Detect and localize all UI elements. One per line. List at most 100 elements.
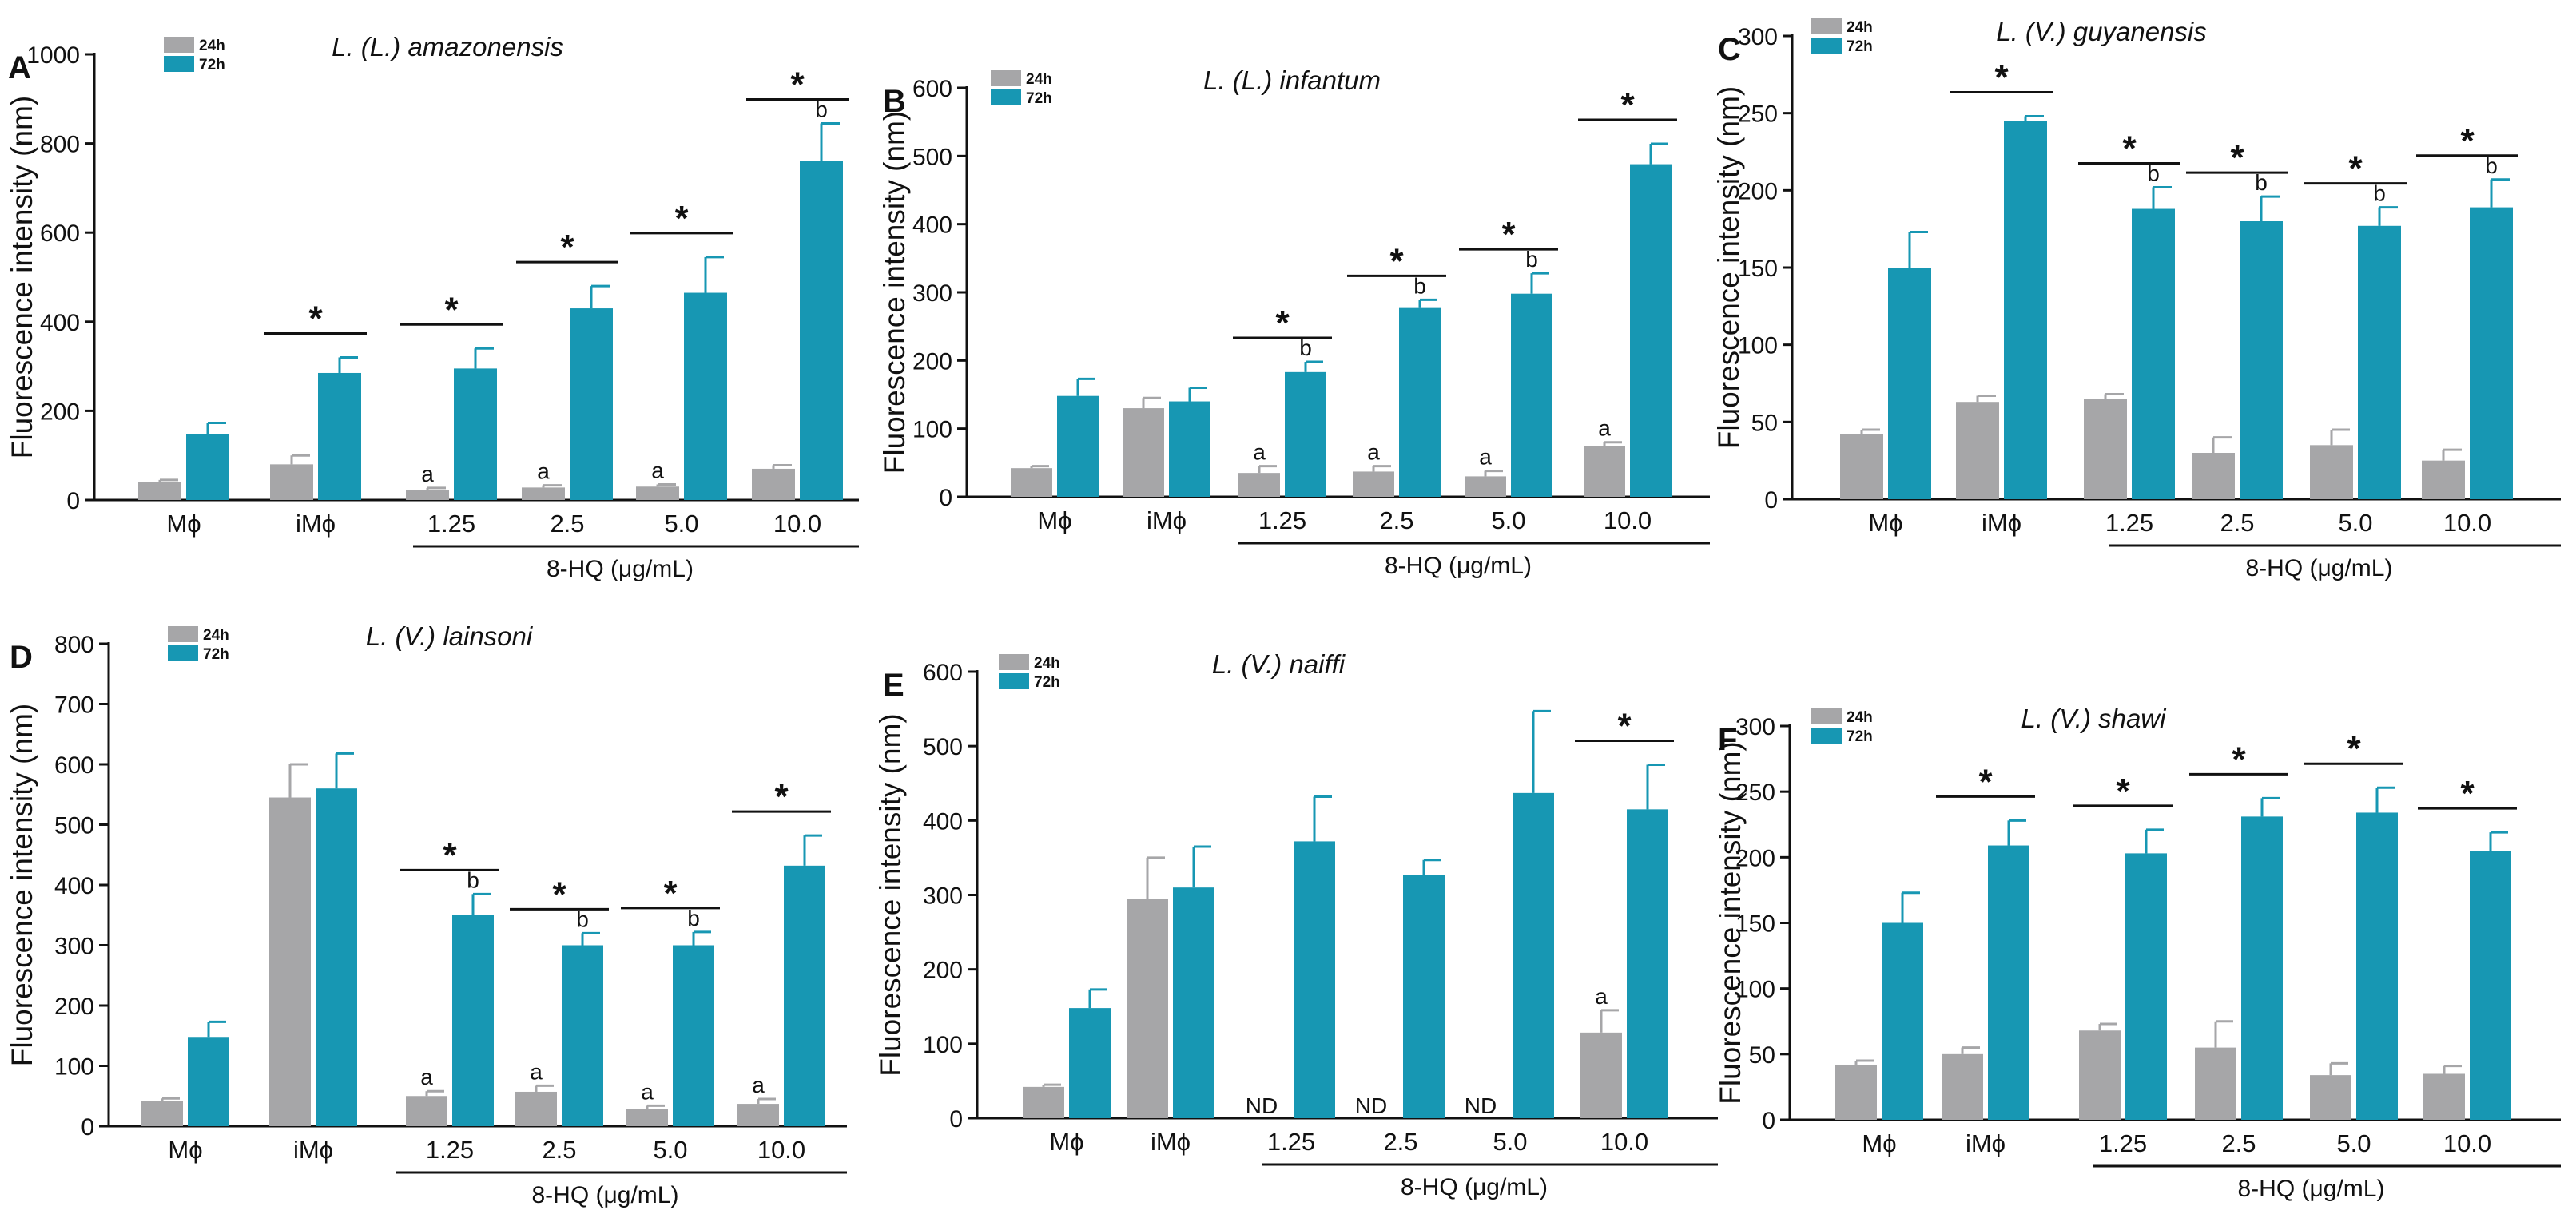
- y-tick-label: 150: [1738, 256, 1778, 282]
- bar-72h-3: [570, 308, 613, 500]
- bar-72h-4: [673, 945, 714, 1126]
- annotation-24h-3: a: [1367, 440, 1380, 465]
- significance-star: *: [2347, 729, 2361, 768]
- y-tick-label: 100: [1735, 977, 1775, 1003]
- bar-72h-2: [2125, 853, 2167, 1120]
- bar-72h-2: [454, 368, 497, 500]
- x-tick-label: Mϕ: [1037, 506, 1071, 534]
- y-tick-label: 800: [54, 632, 94, 658]
- chart-title: L. (V.) naiffi: [1212, 649, 1346, 679]
- legend-swatch-24h: [999, 654, 1029, 670]
- legend-swatch-72h: [164, 56, 194, 72]
- y-axis-label: Fluorescence intensity (nm): [1714, 741, 1747, 1104]
- bar-24h-4: [2310, 445, 2353, 499]
- legend-label-24h: 24h: [1034, 655, 1060, 672]
- significance-star: *: [1994, 58, 2009, 97]
- x-tick-label: Mϕ: [166, 510, 201, 538]
- x-tick-label: 5.0: [1493, 1128, 1527, 1156]
- x-tick-label: 1.25: [2105, 509, 2153, 537]
- y-tick-label: 150: [1735, 911, 1775, 938]
- bar-24h-2: [406, 1096, 447, 1126]
- y-axis-label: Fluorescence intensity (nm): [878, 111, 911, 474]
- x-tick-label: 5.0: [664, 510, 698, 538]
- x-tick-label: 5.0: [653, 1136, 687, 1164]
- legend-swatch-72h: [1811, 728, 1842, 744]
- bar-24h-2: [406, 490, 449, 500]
- annotation-72h-4: b: [687, 906, 700, 930]
- bar-24h-1: [1127, 899, 1168, 1118]
- x-tick-label: Mϕ: [1049, 1128, 1083, 1156]
- legend-swatch-72h: [1811, 38, 1842, 54]
- legend-label-24h: 24h: [203, 627, 229, 644]
- bar-72h-2: [452, 915, 494, 1126]
- y-tick-label: 200: [912, 348, 952, 375]
- x-tick-label: 10.0: [2443, 509, 2491, 537]
- chart-title: L. (V.) shawi: [2021, 704, 2168, 733]
- x-tick-label: iMϕ: [293, 1136, 333, 1164]
- annotation-24h-2: a: [420, 1065, 433, 1089]
- y-tick-label: 0: [949, 1106, 963, 1133]
- bar-72h-5: [2470, 851, 2511, 1120]
- bar-72h-4: [684, 292, 727, 500]
- y-tick-label: 600: [912, 76, 952, 102]
- x-tick-label: 2.5: [2221, 1129, 2256, 1157]
- x-tick-label: iMϕ: [1966, 1129, 2006, 1157]
- x-tick-label: 2.5: [550, 510, 584, 538]
- annotation-72h-5: b: [2485, 153, 2498, 178]
- y-tick-label: 300: [912, 280, 952, 307]
- x-tick-label: 10.0: [757, 1136, 805, 1164]
- x-tick-label: 1.25: [427, 510, 475, 538]
- y-tick-label: 300: [1735, 714, 1775, 740]
- annotation-24h-4: a: [1479, 445, 1492, 470]
- y-tick-label: 0: [66, 488, 80, 514]
- y-axis-label: Fluorescence intensity (nm): [6, 704, 38, 1066]
- bar-72h-1: [1988, 845, 2029, 1120]
- x-axis-group-label: 8-HQ (μg/mL): [2246, 555, 2393, 581]
- y-tick-label: 100: [923, 1032, 963, 1058]
- x-tick-label: 10.0: [773, 510, 821, 538]
- y-tick-label: 200: [1738, 178, 1778, 204]
- significance-star: *: [308, 299, 323, 338]
- y-tick-label: 800: [40, 132, 80, 158]
- bar-72h-4: [1511, 293, 1552, 497]
- significance-star: *: [443, 835, 457, 875]
- y-tick-label: 100: [912, 417, 952, 443]
- legend-label-72h: 72h: [1034, 674, 1060, 691]
- bar-72h-0: [186, 434, 229, 500]
- x-tick-label: 2.5: [2220, 509, 2254, 537]
- y-tick-label: 500: [54, 813, 94, 839]
- bar-24h-4: [1465, 476, 1506, 497]
- bar-72h-0: [1882, 922, 1923, 1120]
- panel-c: C L. (V.) guyanensis Fluorescence intensit…: [1712, 17, 2561, 581]
- x-tick-label: 10.0: [1604, 506, 1652, 534]
- significance-star: *: [2116, 772, 2130, 811]
- y-tick-label: 400: [40, 310, 80, 336]
- bar-72h-3: [2240, 221, 2283, 499]
- bar-24h-0: [1840, 434, 1883, 499]
- x-axis-group-label: 8-HQ (μg/mL): [547, 556, 694, 582]
- significance-star: *: [1275, 304, 1290, 343]
- bar-72h-5: [1627, 809, 1668, 1118]
- bar-72h-0: [1888, 268, 1931, 499]
- significance-star: *: [2232, 740, 2246, 779]
- legend-label-24h: 24h: [199, 38, 225, 54]
- annotation-24h-5: a: [752, 1073, 765, 1097]
- bar-72h-4: [2356, 812, 2398, 1120]
- panel-f: F L. (V.) shawi Fluorescence intensity (nm…: [1714, 704, 2561, 1202]
- y-tick-label: 200: [40, 399, 80, 425]
- bar-24h-3: [522, 487, 565, 500]
- x-tick-label: 5.0: [1491, 506, 1525, 534]
- significance-star: *: [1501, 215, 1516, 254]
- annotation-24h-4: a: [641, 1079, 654, 1104]
- significance-star: *: [1620, 85, 1635, 125]
- y-tick-label: 50: [1749, 1042, 1775, 1069]
- bar-72h-3: [2241, 816, 2283, 1120]
- bar-24h-5: [1584, 446, 1625, 497]
- bar-72h-3: [1403, 875, 1445, 1118]
- significance-star: *: [560, 228, 574, 267]
- x-tick-label: iMϕ: [1982, 509, 2021, 537]
- legend-label-24h: 24h: [1026, 71, 1052, 88]
- significance-star: *: [774, 777, 789, 816]
- significance-star: *: [1978, 762, 1993, 801]
- x-tick-label: 1.25: [426, 1136, 474, 1164]
